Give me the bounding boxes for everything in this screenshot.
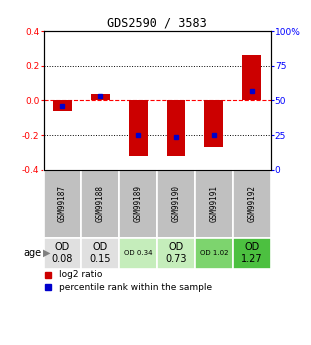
Text: age: age — [24, 248, 42, 258]
Bar — [157, 238, 195, 268]
Bar — [81, 170, 119, 238]
Bar — [233, 170, 271, 238]
Bar — [53, 100, 72, 111]
Text: OD
0.08: OD 0.08 — [52, 242, 73, 264]
Text: OD
1.27: OD 1.27 — [241, 242, 262, 264]
Text: OD
0.15: OD 0.15 — [90, 242, 111, 264]
Bar — [129, 100, 148, 156]
Text: log2 ratio: log2 ratio — [59, 270, 103, 279]
Bar — [204, 100, 223, 147]
Bar — [119, 238, 157, 268]
Bar — [119, 170, 157, 238]
Bar — [91, 93, 110, 100]
Bar — [166, 100, 185, 156]
Bar — [195, 170, 233, 238]
Bar — [44, 238, 81, 268]
Bar — [81, 238, 119, 268]
Bar — [195, 238, 233, 268]
Text: GSM99189: GSM99189 — [134, 185, 143, 222]
Text: GSM99187: GSM99187 — [58, 185, 67, 222]
Text: OD 0.34: OD 0.34 — [124, 250, 152, 256]
Bar — [44, 170, 81, 238]
Bar — [157, 170, 195, 238]
Text: percentile rank within the sample: percentile rank within the sample — [59, 283, 212, 292]
Text: GSM99188: GSM99188 — [96, 185, 105, 222]
Text: GSM99190: GSM99190 — [171, 185, 180, 222]
Bar — [242, 55, 261, 100]
Bar — [233, 238, 271, 268]
Text: GSM99191: GSM99191 — [209, 185, 218, 222]
Text: GSM99192: GSM99192 — [247, 185, 256, 222]
Title: GDS2590 / 3583: GDS2590 / 3583 — [107, 17, 207, 30]
Text: OD
0.73: OD 0.73 — [165, 242, 187, 264]
Text: OD 1.02: OD 1.02 — [200, 250, 228, 256]
Text: ▶: ▶ — [43, 248, 51, 258]
